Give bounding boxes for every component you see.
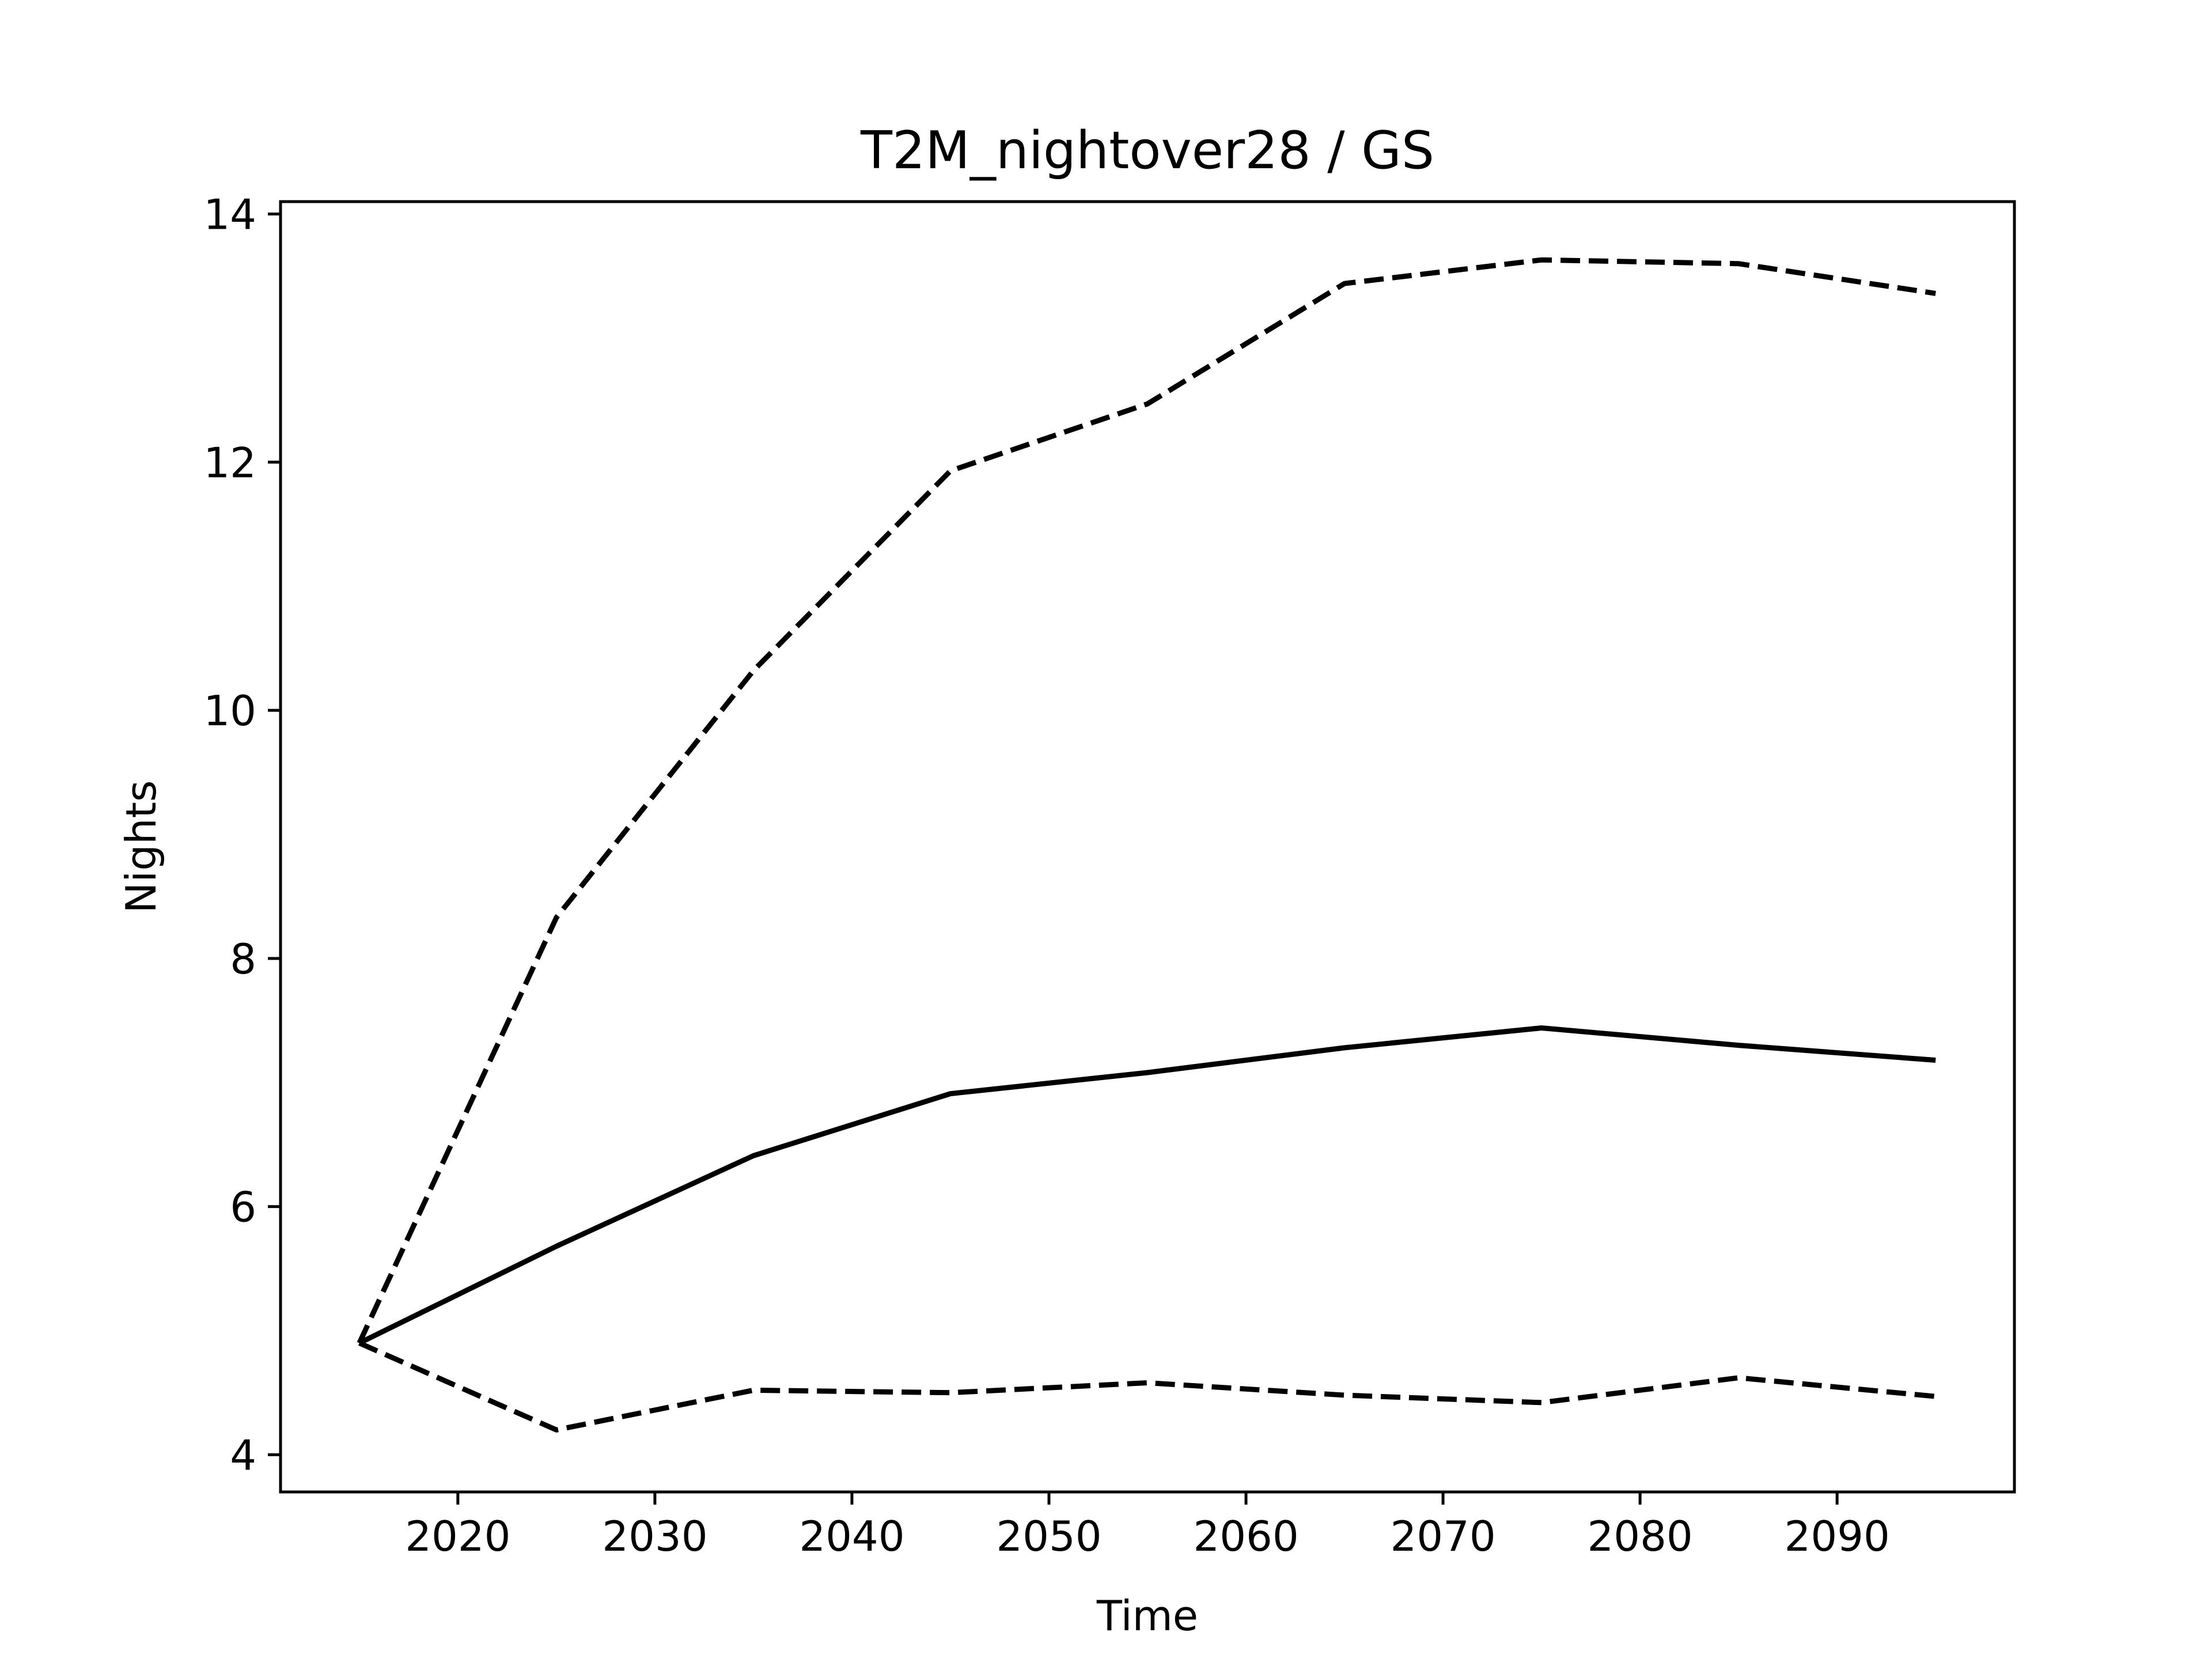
y-tick-label: 8 xyxy=(230,935,256,983)
x-axis-label: Time xyxy=(1096,1592,1198,1640)
series-upper-bound-line xyxy=(357,257,1936,1344)
x-axis: 2020 2030 2040 2050 2060 2070 2080 2090 xyxy=(405,1492,1890,1560)
y-tick-label: 12 xyxy=(203,438,256,487)
plot-frame xyxy=(279,200,2016,1494)
y-tick-label: 6 xyxy=(230,1183,256,1232)
x-tick-label: 2060 xyxy=(1193,1512,1298,1560)
x-tick-label: 2040 xyxy=(799,1512,904,1560)
y-tick-label: 10 xyxy=(203,687,256,735)
x-tick-label: 2070 xyxy=(1390,1512,1495,1560)
series-lower-bound-line xyxy=(358,1340,1936,1433)
series-mean-line xyxy=(358,1025,1936,1346)
x-tick-label: 2050 xyxy=(996,1512,1101,1560)
y-tick-label: 14 xyxy=(203,191,256,239)
x-tick-label: 2090 xyxy=(1785,1512,1890,1560)
y-axis-label: Nights xyxy=(117,781,165,914)
y-axis: 4 6 8 10 12 14 xyxy=(203,191,281,1479)
x-tick-label: 2020 xyxy=(405,1512,510,1560)
y-tick-label: 4 xyxy=(230,1431,256,1479)
x-tick-label: 2080 xyxy=(1587,1512,1692,1560)
chart-title: T2M_nightover28 / GS xyxy=(860,120,1434,181)
x-tick-label: 2030 xyxy=(602,1512,707,1560)
